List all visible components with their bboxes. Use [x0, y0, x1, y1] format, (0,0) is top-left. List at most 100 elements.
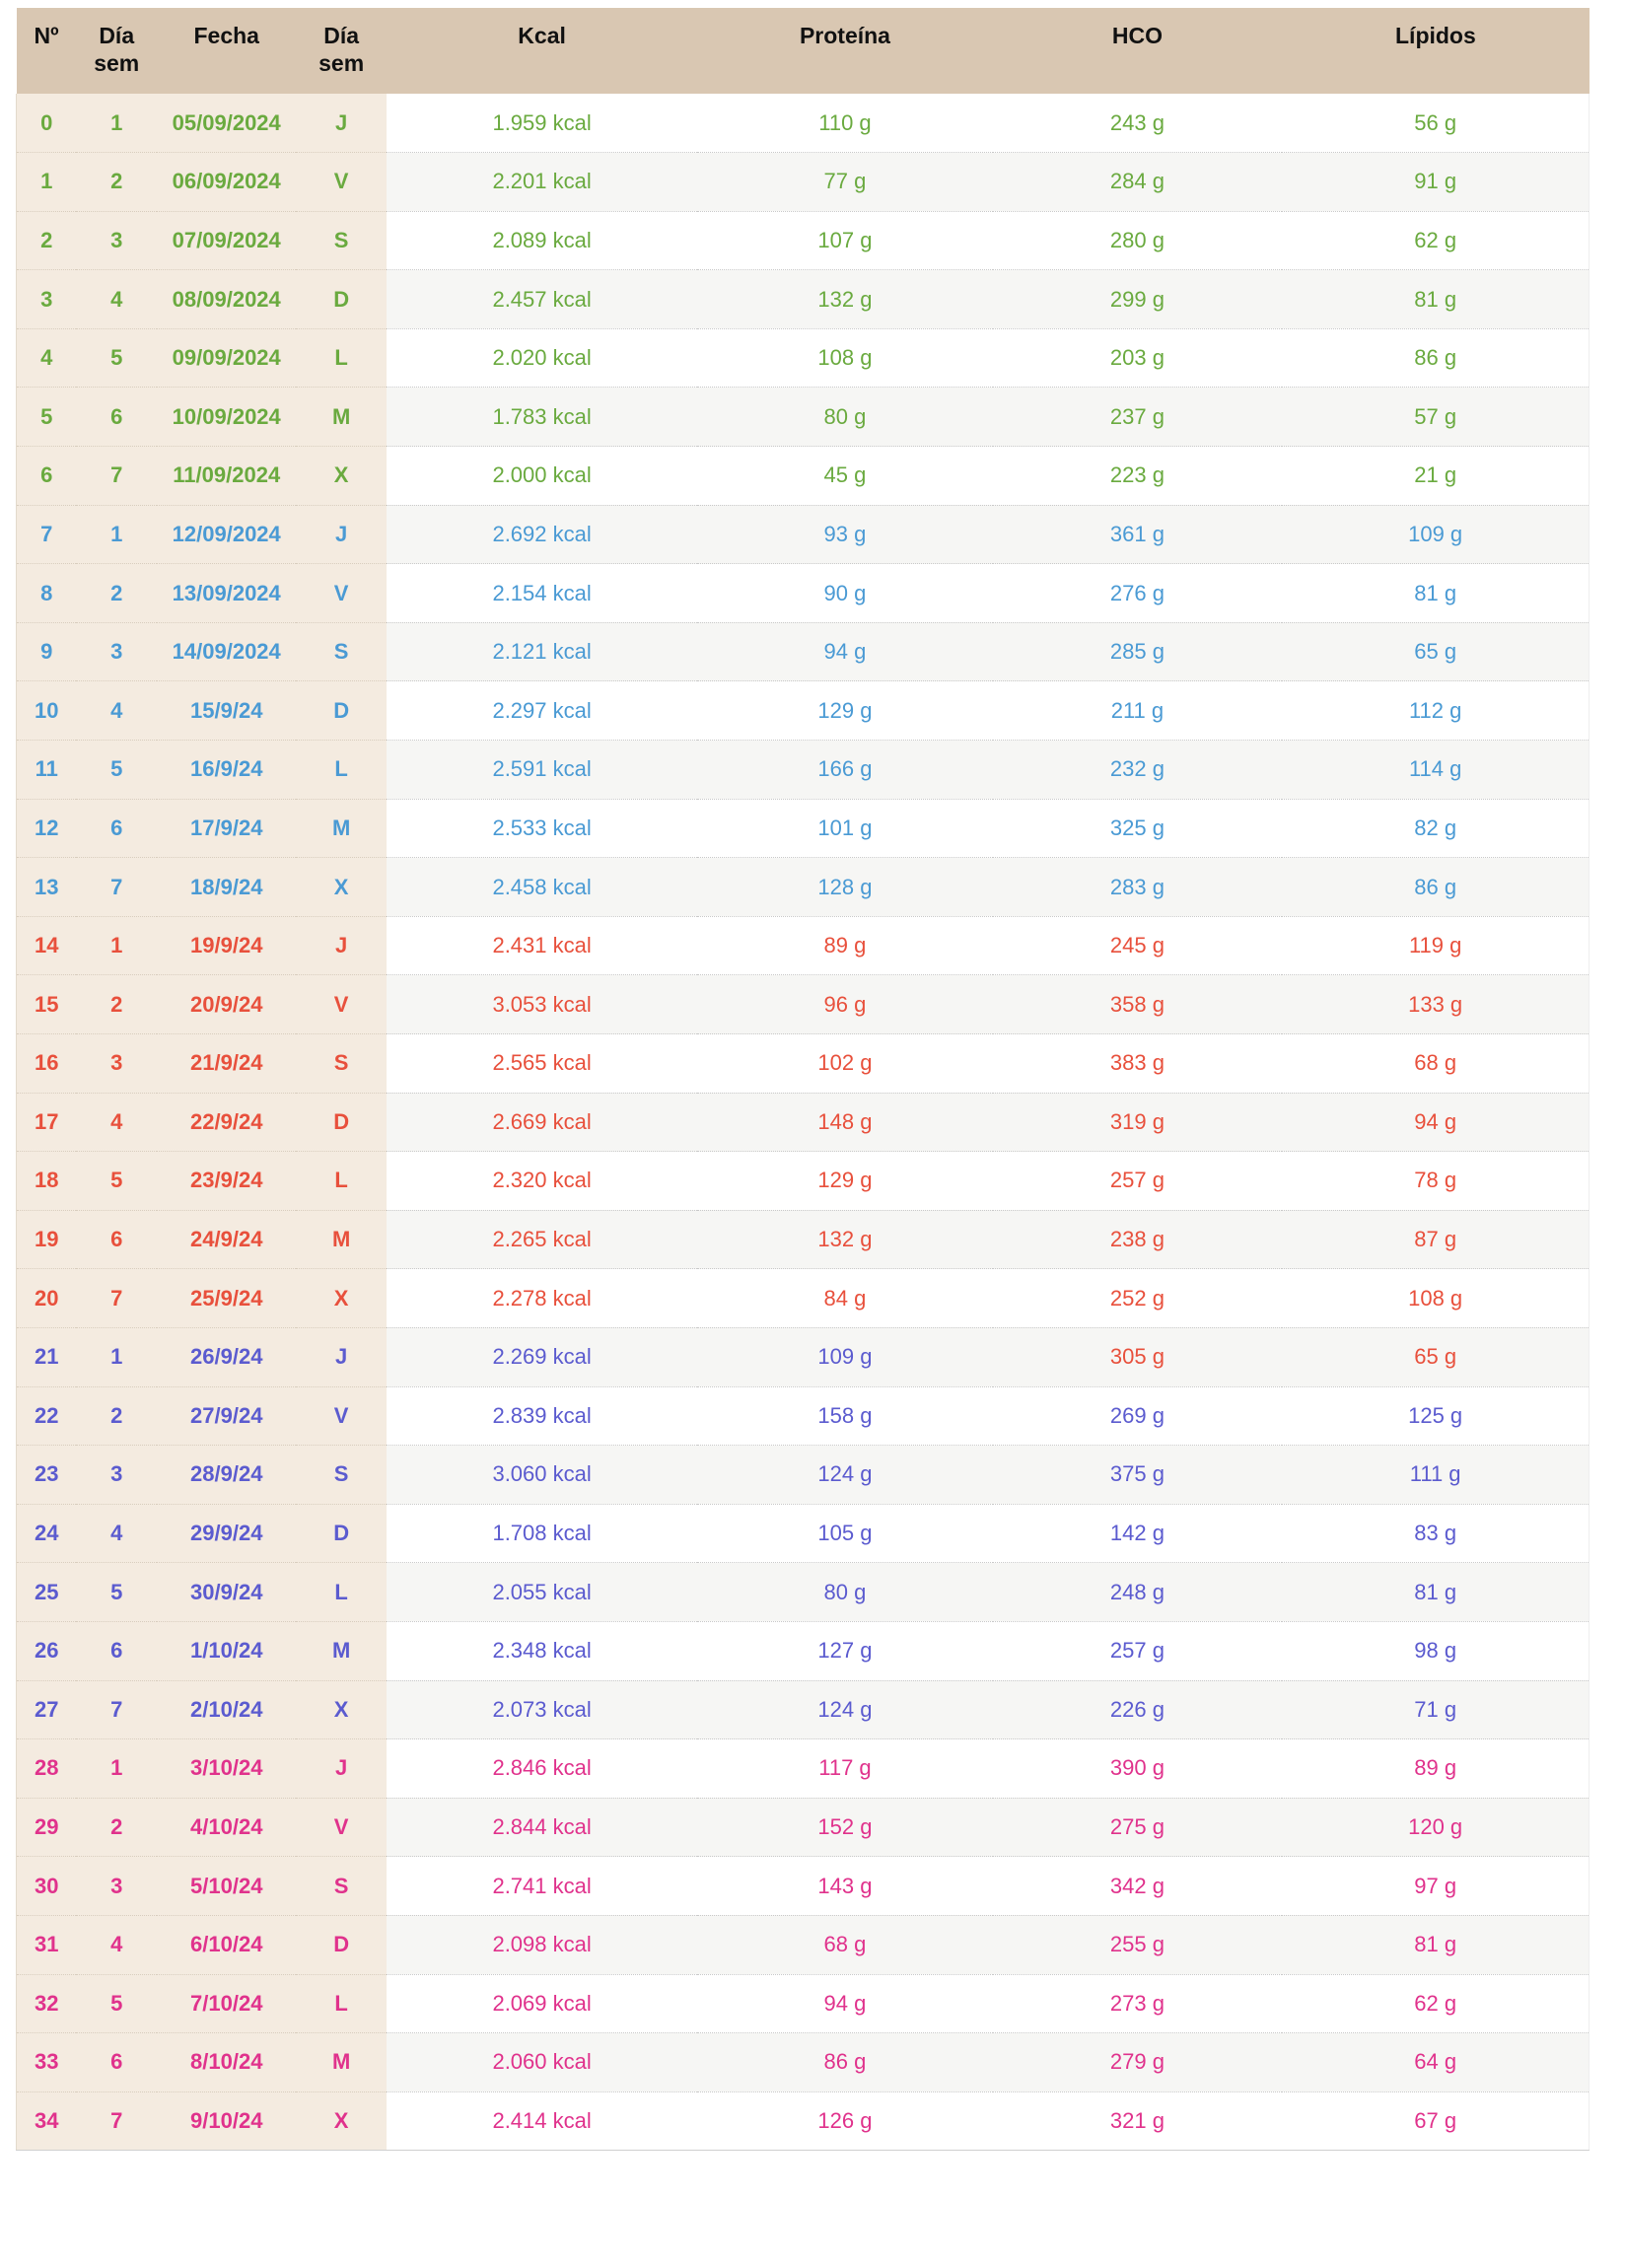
table-row[interactable]: 16 3 21/9/24 S 2.565 kcal 102 g 383 g 68 g [16, 1033, 1590, 1094]
table-row[interactable]: 30 3 5/10/24 S 2.741 kcal 143 g 342 g 97 g [16, 1856, 1590, 1916]
cell-fecha: 22/9/24 [157, 1093, 297, 1153]
cell-kcal: 1.783 kcal [386, 387, 698, 448]
cell-proteina: 105 g [697, 1504, 993, 1564]
cell-fecha: 09/09/2024 [157, 328, 297, 389]
cell-kcal: 2.669 kcal [386, 1093, 698, 1153]
cell-hco: 275 g [992, 1798, 1283, 1858]
column-header-dia-sem-1[interactable]: Día sem [76, 8, 158, 94]
cell-dia-sem-1: 7 [76, 446, 158, 506]
cell-dia-sem-2: D [296, 1504, 387, 1564]
table-row[interactable]: 9 3 14/09/2024 S 2.121 kcal 94 g 285 g 65 g [16, 622, 1590, 682]
cell-kcal: 2.591 kcal [386, 740, 698, 800]
cell-lipidos: 62 g [1282, 211, 1590, 271]
table-row[interactable]: 24 4 29/9/24 D 1.708 kcal 105 g 142 g 83 g [16, 1504, 1590, 1564]
cell-kcal: 2.692 kcal [386, 505, 698, 565]
table-row[interactable]: 12 6 17/9/24 M 2.533 kcal 101 g 325 g 82 g [16, 799, 1590, 859]
table-row[interactable]: 19 6 24/9/24 M 2.265 kcal 132 g 238 g 87 g [16, 1210, 1590, 1270]
cell-fecha: 14/09/2024 [157, 622, 297, 682]
table-row[interactable]: 18 5 23/9/24 L 2.320 kcal 129 g 257 g 78 g [16, 1151, 1590, 1211]
column-header-dia-sem-2[interactable]: Día sem [296, 8, 387, 94]
cell-dia-sem-1: 2 [76, 563, 158, 623]
cell-proteina: 128 g [697, 857, 993, 917]
table-row[interactable]: 7 1 12/09/2024 J 2.692 kcal 93 g 361 g 109 g [16, 505, 1590, 565]
cell-dia-sem-2: S [296, 1856, 387, 1916]
cell-lipidos: 97 g [1282, 1856, 1590, 1916]
cell-hco: 243 g [992, 94, 1283, 154]
cell-numero: 17 [16, 1093, 77, 1153]
table-row[interactable]: 0 1 05/09/2024 J 1.959 kcal 110 g 243 g 56 g [16, 94, 1590, 154]
table-row[interactable]: 6 7 11/09/2024 X 2.000 kcal 45 g 223 g 21 g [16, 446, 1590, 506]
table-row[interactable]: 17 4 22/9/24 D 2.669 kcal 148 g 319 g 94 g [16, 1093, 1590, 1153]
column-header-numero[interactable]: Nº [16, 8, 77, 94]
cell-dia-sem-2: M [296, 2032, 387, 2092]
cell-hco: 226 g [992, 1680, 1283, 1740]
table-row[interactable]: 3 4 08/09/2024 D 2.457 kcal 132 g 299 g 81 g [16, 269, 1590, 329]
table-row[interactable]: 33 6 8/10/24 M 2.060 kcal 86 g 279 g 64 g [16, 2032, 1590, 2092]
cell-numero: 20 [16, 1268, 77, 1328]
table-row[interactable]: 15 2 20/9/24 V 3.053 kcal 96 g 358 g 133 g [16, 974, 1590, 1034]
column-header-proteina[interactable]: Proteína [697, 8, 993, 94]
cell-dia-sem-2: V [296, 563, 387, 623]
table-row[interactable]: 34 7 9/10/24 X 2.414 kcal 126 g 321 g 67 g [16, 2091, 1590, 2152]
table-row[interactable]: 14 1 19/9/24 J 2.431 kcal 89 g 245 g 119 g [16, 916, 1590, 976]
column-header-fecha[interactable]: Fecha [157, 8, 297, 94]
table-row[interactable]: 1 2 06/09/2024 V 2.201 kcal 77 g 284 g 91 g [16, 152, 1590, 212]
cell-hco: 285 g [992, 622, 1283, 682]
cell-dia-sem-2: L [296, 1562, 387, 1622]
table-row[interactable]: 11 5 16/9/24 L 2.591 kcal 166 g 232 g 114 g [16, 740, 1590, 800]
cell-dia-sem-1: 4 [76, 1915, 158, 1975]
table-row[interactable]: 13 7 18/9/24 X 2.458 kcal 128 g 283 g 86 g [16, 857, 1590, 917]
table-row[interactable]: 21 1 26/9/24 J 2.269 kcal 109 g 305 g 65 g [16, 1327, 1590, 1387]
cell-proteina: 96 g [697, 974, 993, 1034]
cell-lipidos: 57 g [1282, 387, 1590, 448]
table-row[interactable]: 8 2 13/09/2024 V 2.154 kcal 90 g 276 g 81 g [16, 563, 1590, 623]
table-row[interactable]: 22 2 27/9/24 V 2.839 kcal 158 g 269 g 125 g [16, 1386, 1590, 1447]
cell-dia-sem-2: J [296, 94, 387, 154]
cell-dia-sem-2: L [296, 1151, 387, 1211]
table-row[interactable]: 10 4 15/9/24 D 2.297 kcal 129 g 211 g 112 g [16, 680, 1590, 742]
table-row[interactable]: 28 1 3/10/24 J 2.846 kcal 117 g 390 g 89 g [16, 1738, 1590, 1799]
cell-dia-sem-2: D [296, 680, 387, 742]
table-row[interactable]: 2 3 07/09/2024 S 2.089 kcal 107 g 280 g 62 g [16, 211, 1590, 271]
cell-kcal: 2.069 kcal [386, 1974, 698, 2034]
column-header-lipidos[interactable]: Lípidos [1282, 8, 1590, 94]
table-row[interactable]: 31 4 6/10/24 D 2.098 kcal 68 g 255 g 81 g [16, 1915, 1590, 1975]
table-row[interactable]: 5 6 10/09/2024 M 1.783 kcal 80 g 237 g 57 g [16, 387, 1590, 448]
cell-proteina: 68 g [697, 1915, 993, 1975]
cell-fecha: 21/9/24 [157, 1033, 297, 1094]
cell-dia-sem-2: V [296, 1798, 387, 1858]
cell-numero: 15 [16, 974, 77, 1034]
cell-dia-sem-2: J [296, 1738, 387, 1799]
cell-numero: 13 [16, 857, 77, 917]
table-row[interactable]: 25 5 30/9/24 L 2.055 kcal 80 g 248 g 81 g [16, 1562, 1590, 1622]
cell-hco: 245 g [992, 916, 1283, 976]
cell-dia-sem-1: 4 [76, 1504, 158, 1564]
table-row[interactable]: 32 5 7/10/24 L 2.069 kcal 94 g 273 g 62 g [16, 1974, 1590, 2034]
cell-fecha: 5/10/24 [157, 1856, 297, 1916]
cell-proteina: 108 g [697, 328, 993, 389]
table-row[interactable]: 20 7 25/9/24 X 2.278 kcal 84 g 252 g 108 g [16, 1268, 1590, 1328]
cell-kcal: 2.839 kcal [386, 1386, 698, 1447]
cell-lipidos: 109 g [1282, 505, 1590, 565]
cell-lipidos: 133 g [1282, 974, 1590, 1034]
table-row[interactable]: 4 5 09/09/2024 L 2.020 kcal 108 g 203 g 86 g [16, 328, 1590, 389]
cell-dia-sem-2: X [296, 1680, 387, 1740]
column-header-hco[interactable]: HCO [992, 8, 1283, 94]
cell-lipidos: 56 g [1282, 94, 1590, 154]
cell-lipidos: 112 g [1282, 680, 1590, 742]
table-row[interactable]: 27 7 2/10/24 X 2.073 kcal 124 g 226 g 71 g [16, 1680, 1590, 1740]
cell-lipidos: 91 g [1282, 152, 1590, 212]
cell-kcal: 2.265 kcal [386, 1210, 698, 1270]
column-header-kcal[interactable]: Kcal [386, 8, 698, 94]
cell-proteina: 152 g [697, 1798, 993, 1858]
cell-dia-sem-1: 4 [76, 1093, 158, 1153]
cell-hco: 325 g [992, 799, 1283, 859]
table-row[interactable]: 29 2 4/10/24 V 2.844 kcal 152 g 275 g 120 g [16, 1798, 1590, 1858]
cell-dia-sem-2: M [296, 1621, 387, 1681]
cell-numero: 25 [16, 1562, 77, 1622]
cell-lipidos: 114 g [1282, 740, 1590, 800]
table-row[interactable]: 23 3 28/9/24 S 3.060 kcal 124 g 375 g 111 g [16, 1445, 1590, 1505]
table-row[interactable]: 26 6 1/10/24 M 2.348 kcal 127 g 257 g 98 g [16, 1621, 1590, 1681]
cell-lipidos: 120 g [1282, 1798, 1590, 1858]
